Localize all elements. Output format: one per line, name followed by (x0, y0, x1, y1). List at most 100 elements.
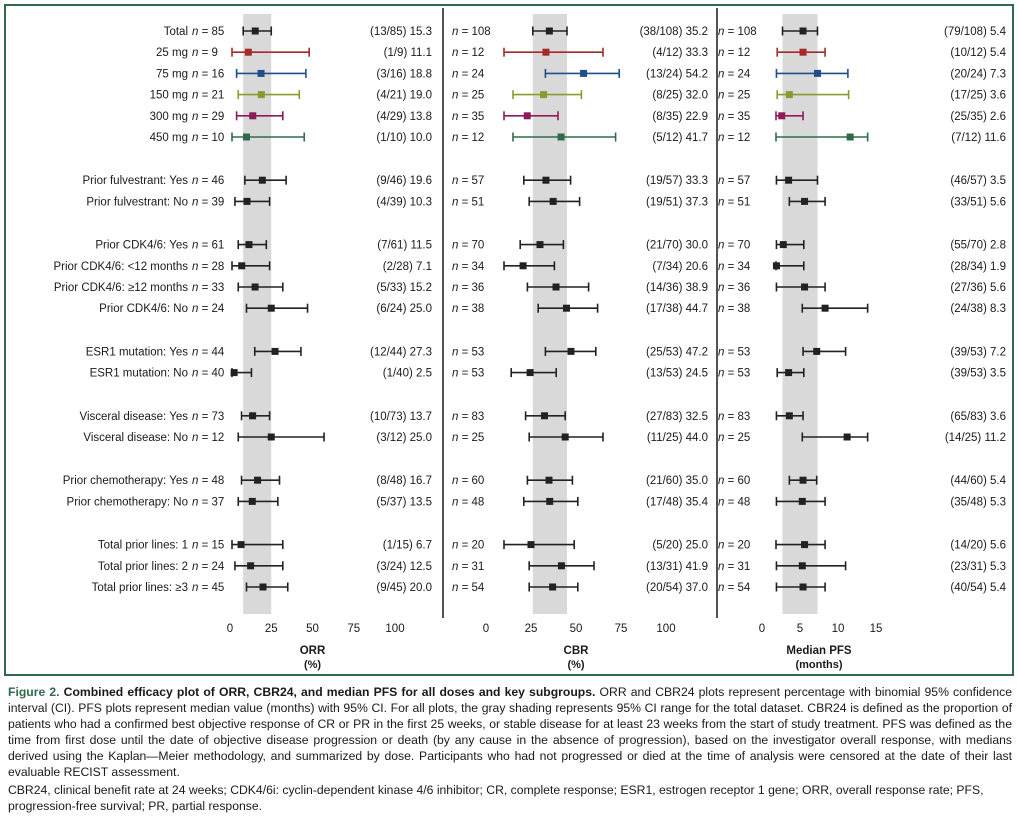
n-symbol: n (718, 475, 724, 487)
stat-label: (10/12) 5.4 (950, 47, 1006, 59)
point-estimate (798, 497, 806, 505)
stat-label: (39/53) 3.5 (950, 368, 1006, 380)
stat-label: (5/12) 41.7 (652, 132, 708, 144)
n-value: = 83 (724, 411, 750, 423)
n-value: = 45 (198, 582, 224, 594)
n-symbol: n (718, 432, 724, 444)
n-label: n = 51 (452, 196, 484, 208)
n-symbol: n (192, 68, 198, 80)
n-label: n = 12 (718, 47, 750, 59)
n-label: n = 24 (452, 68, 485, 80)
row-label: Visceral disease: No (83, 432, 188, 444)
point-estimate (243, 197, 251, 205)
n-label: n = 48 (452, 496, 484, 508)
row-label: Visceral disease: Yes (80, 411, 189, 423)
stat-label: (7/61) 11.5 (377, 240, 432, 252)
point-estimate (257, 91, 265, 99)
stat-label: (4/29) 13.8 (376, 111, 432, 123)
stat-label: (21/60) 35.0 (646, 475, 708, 487)
stat-label: (10/73) 13.7 (370, 411, 432, 423)
n-symbol: n (192, 282, 198, 294)
n-value: = 70 (724, 240, 750, 252)
n-symbol: n (452, 47, 458, 59)
stat-label: (1/15) 6.7 (383, 540, 432, 552)
n-value: = 38 (458, 303, 484, 315)
n-symbol: n (192, 475, 198, 487)
n-symbol: n (452, 346, 458, 358)
x-tick-label: 25 (265, 623, 278, 635)
stat-label: (13/85) 15.3 (370, 26, 432, 38)
n-label: n = 83 (452, 411, 484, 423)
stat-label: (5/33) 15.2 (376, 282, 432, 294)
n-label: n = 70 (718, 240, 750, 252)
n-label: n = 46 (192, 175, 224, 187)
n-symbol: n (192, 432, 198, 444)
n-symbol: n (452, 90, 458, 102)
n-value: = 20 (724, 540, 750, 552)
stat-label: (14/36) 38.9 (646, 282, 708, 294)
n-symbol: n (718, 132, 724, 144)
point-estimate (798, 562, 806, 570)
stat-label: (9/45) 20.0 (376, 582, 432, 594)
stat-label: (19/51) 37.3 (646, 196, 708, 208)
n-label: n = 37 (192, 496, 224, 508)
n-symbol: n (192, 175, 198, 187)
stat-label: (9/46) 19.6 (376, 175, 432, 187)
stat-label: (11/25) 44.0 (647, 432, 708, 444)
n-symbol: n (192, 47, 198, 59)
n-label: n = 12 (192, 432, 224, 444)
n-value: = 39 (198, 196, 224, 208)
point-estimate (540, 91, 548, 99)
n-value: = 61 (198, 240, 224, 252)
n-symbol: n (718, 368, 724, 380)
forest-plot-chart: Total 25 mg 75 mg 150 mg 300 mg 450 mg Prior f… (53, 8, 1007, 671)
stat-label: (19/57) 33.3 (646, 175, 708, 187)
n-label: n = 31 (718, 561, 750, 573)
total-ci-shading (532, 14, 567, 614)
stat-label: (25/53) 47.2 (646, 346, 708, 358)
n-label: n = 44 (192, 346, 225, 358)
stat-label: (35/48) 5.3 (950, 496, 1006, 508)
x-axis-unit: (%) (567, 659, 584, 671)
stat-label: (5/20) 25.0 (652, 540, 708, 552)
n-value: = 60 (724, 475, 750, 487)
x-tick-label: 75 (347, 623, 360, 635)
stat-label: (3/24) 12.5 (376, 561, 432, 573)
stat-label: (79/108) 5.4 (944, 26, 1007, 38)
point-estimate (545, 27, 553, 35)
n-label: n = 108 (718, 26, 757, 38)
n-value: = 15 (198, 540, 224, 552)
point-estimate (580, 69, 588, 77)
stat-label: (6/24) 25.0 (376, 303, 432, 315)
stat-label: (12/44) 27.3 (370, 346, 432, 358)
point-estimate (801, 541, 809, 549)
stat-label: (17/48) 35.4 (646, 496, 709, 508)
n-symbol: n (718, 540, 724, 552)
n-symbol: n (718, 411, 724, 423)
n-label: n = 35 (718, 111, 750, 123)
figure-frame: Total 25 mg 75 mg 150 mg 300 mg 450 mg Prior f… (4, 4, 1014, 676)
x-tick-label: 100 (385, 623, 404, 635)
stat-label: (3/16) 18.8 (376, 68, 432, 80)
row-label: 75 mg (156, 68, 188, 80)
point-estimate (799, 27, 807, 35)
point-estimate (813, 69, 821, 77)
n-symbol: n (452, 282, 458, 294)
n-label: n = 54 (718, 582, 751, 594)
stat-label: (13/31) 41.9 (646, 561, 708, 573)
stat-label: (14/25) 11.2 (945, 432, 1006, 444)
n-label: n = 25 (718, 432, 750, 444)
point-estimate (552, 283, 560, 291)
point-estimate (238, 262, 246, 270)
n-symbol: n (452, 411, 458, 423)
n-symbol: n (192, 561, 198, 573)
n-label: n = 33 (192, 282, 224, 294)
point-estimate (785, 91, 793, 99)
x-tick-label: 100 (656, 623, 675, 635)
point-estimate (542, 176, 550, 184)
n-symbol: n (452, 582, 458, 594)
point-estimate (561, 433, 569, 441)
n-label: n = 35 (452, 111, 484, 123)
n-value: = 51 (724, 196, 750, 208)
x-tick-label: 5 (797, 623, 803, 635)
